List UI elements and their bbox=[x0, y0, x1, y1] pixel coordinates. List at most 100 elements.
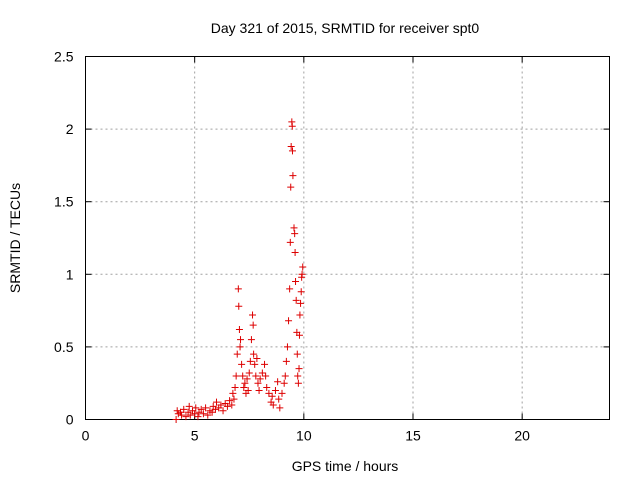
data-point bbox=[296, 311, 304, 319]
data-point bbox=[290, 224, 298, 232]
data-point bbox=[185, 402, 193, 410]
data-point bbox=[249, 321, 257, 329]
plot-area bbox=[85, 56, 610, 420]
data-point bbox=[234, 285, 242, 293]
y-ticks: 0 0.5 1 1.5 2 2.5 bbox=[54, 49, 610, 428]
data-point bbox=[197, 405, 205, 413]
data-point bbox=[299, 263, 307, 271]
y-tick-label: 0 bbox=[66, 412, 74, 428]
data-point bbox=[231, 384, 239, 392]
data-point bbox=[229, 389, 237, 397]
data-point bbox=[285, 317, 293, 325]
data-point bbox=[223, 402, 231, 410]
data-point bbox=[213, 398, 220, 406]
data-point bbox=[283, 343, 291, 351]
data-point bbox=[297, 288, 305, 296]
data-point bbox=[194, 413, 202, 421]
y-tick-label: 1.5 bbox=[54, 194, 74, 210]
data-point bbox=[238, 360, 246, 368]
data-point bbox=[236, 343, 244, 351]
data-point bbox=[233, 350, 241, 358]
data-point bbox=[252, 372, 260, 380]
data-point bbox=[287, 183, 295, 191]
data-point bbox=[239, 372, 247, 380]
data-point bbox=[199, 410, 207, 418]
data-point bbox=[244, 386, 252, 394]
data-point bbox=[240, 384, 248, 392]
y-tick-label: 1 bbox=[66, 266, 74, 282]
chart-title: Day 321 of 2015, SRMTID for receiver spt… bbox=[211, 20, 480, 36]
data-point bbox=[292, 296, 300, 304]
data-point bbox=[269, 401, 277, 409]
data-point bbox=[295, 365, 303, 373]
y-tick-label: 2 bbox=[66, 121, 74, 137]
data-point bbox=[253, 355, 261, 363]
data-point bbox=[288, 147, 296, 155]
data-point bbox=[204, 411, 212, 419]
data-point bbox=[286, 285, 294, 293]
data-point bbox=[178, 411, 186, 419]
data-point bbox=[294, 379, 302, 387]
data-point bbox=[289, 172, 297, 180]
x-tick-label: 10 bbox=[296, 428, 312, 444]
data-point bbox=[286, 238, 294, 246]
data-point bbox=[255, 386, 263, 394]
data-point bbox=[247, 336, 255, 344]
data-point bbox=[208, 408, 216, 416]
data-point bbox=[293, 350, 301, 358]
data-point bbox=[235, 302, 243, 310]
data-point bbox=[176, 408, 184, 416]
data-point bbox=[230, 395, 238, 403]
data-point bbox=[211, 405, 219, 413]
x-tick-label: 0 bbox=[82, 428, 90, 444]
data-point bbox=[280, 379, 288, 387]
data-point bbox=[173, 407, 181, 415]
data-point bbox=[250, 350, 258, 358]
x-tick-label: 15 bbox=[405, 428, 421, 444]
data-point bbox=[256, 375, 264, 383]
data-point bbox=[297, 299, 305, 307]
data-point bbox=[226, 397, 234, 405]
x-ticks: 0 5 10 15 20 bbox=[82, 56, 530, 444]
data-point bbox=[254, 379, 262, 387]
data-point bbox=[278, 389, 286, 397]
data-point bbox=[235, 325, 243, 333]
data-point bbox=[228, 401, 236, 409]
data-point bbox=[249, 311, 257, 319]
data-point bbox=[241, 379, 249, 387]
data-point bbox=[276, 404, 284, 412]
x-tick-label: 5 bbox=[191, 428, 199, 444]
y-tick-label: 0.5 bbox=[54, 339, 74, 355]
data-point bbox=[292, 278, 300, 286]
data-point bbox=[263, 384, 271, 392]
y-axis-label: SRMTID / TECUs bbox=[7, 183, 23, 293]
data-point bbox=[281, 372, 289, 380]
data-point bbox=[291, 230, 299, 238]
data-point bbox=[172, 416, 180, 423]
data-point bbox=[202, 404, 210, 412]
data-point bbox=[219, 407, 227, 415]
data-point bbox=[251, 360, 259, 368]
data-point bbox=[261, 360, 269, 368]
points-layer bbox=[172, 118, 307, 423]
data-point bbox=[282, 357, 290, 365]
x-tick-label: 20 bbox=[514, 428, 530, 444]
data-point bbox=[246, 357, 254, 365]
data-point bbox=[291, 249, 299, 257]
data-point bbox=[275, 395, 283, 403]
data-point bbox=[288, 122, 296, 130]
data-point bbox=[245, 369, 253, 377]
data-point bbox=[243, 375, 251, 383]
data-point bbox=[258, 369, 266, 377]
grid-layer bbox=[85, 56, 610, 420]
data-point bbox=[217, 401, 225, 409]
data-point bbox=[192, 404, 200, 412]
data-point bbox=[294, 372, 302, 380]
data-point bbox=[295, 331, 303, 339]
y-tick-label: 2.5 bbox=[54, 49, 74, 65]
data-point bbox=[298, 270, 306, 278]
data-point bbox=[191, 410, 199, 418]
data-point bbox=[274, 378, 282, 386]
data-point bbox=[268, 392, 276, 400]
